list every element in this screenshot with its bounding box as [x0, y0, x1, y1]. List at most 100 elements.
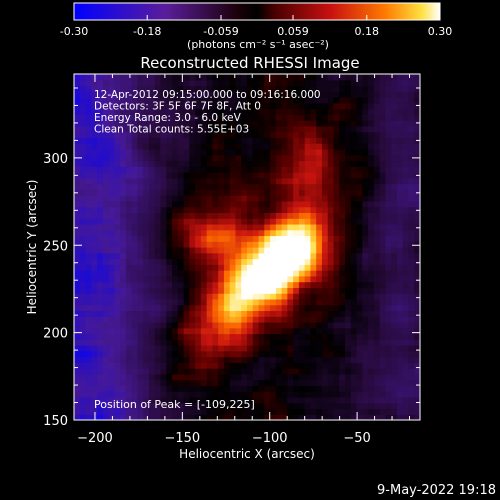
- heatmap-cell: [201, 385, 207, 391]
- heatmap-cell: [374, 397, 380, 403]
- heatmap-cell: [207, 184, 213, 190]
- heatmap-cell: [316, 241, 322, 247]
- heatmap-cell: [264, 334, 270, 340]
- heatmap-cell: [345, 74, 351, 80]
- heatmap-cell: [184, 80, 190, 86]
- heatmap-cell: [155, 264, 161, 270]
- heatmap-cell: [126, 334, 132, 340]
- heatmap-cell: [109, 161, 115, 167]
- heatmap-cell: [339, 299, 345, 305]
- heatmap-cell: [391, 120, 397, 126]
- heatmap-cell: [218, 195, 224, 201]
- heatmap-cell: [114, 380, 120, 386]
- heatmap-cell: [345, 109, 351, 115]
- heatmap-cell: [137, 368, 143, 374]
- heatmap-cell: [166, 391, 172, 397]
- heatmap-cell: [166, 184, 172, 190]
- heatmap-cell: [178, 137, 184, 143]
- heatmap-cell: [276, 403, 282, 409]
- heatmap-cell: [184, 380, 190, 386]
- heatmap-cell: [109, 74, 115, 80]
- heatmap-cell: [247, 235, 253, 241]
- heatmap-cell: [334, 253, 340, 259]
- heatmap-cell: [126, 247, 132, 253]
- heatmap-cell: [351, 270, 357, 276]
- heatmap-cell: [230, 345, 236, 351]
- heatmap-cell: [120, 259, 126, 265]
- heatmap-cell: [357, 132, 363, 138]
- heatmap-cell: [264, 109, 270, 115]
- heatmap-cell: [247, 201, 253, 207]
- heatmap-cell: [351, 345, 357, 351]
- heatmap-cell: [380, 224, 386, 230]
- heatmap-cell: [328, 351, 334, 357]
- heatmap-cell: [345, 212, 351, 218]
- heatmap-cell: [235, 218, 241, 224]
- heatmap-cell: [293, 299, 299, 305]
- heatmap-cell: [408, 178, 414, 184]
- heatmap-cell: [276, 103, 282, 109]
- heatmap-cell: [328, 126, 334, 132]
- heatmap-cell: [155, 172, 161, 178]
- heatmap-cell: [374, 161, 380, 167]
- heatmap-cell: [374, 293, 380, 299]
- heatmap-cell: [397, 178, 403, 184]
- heatmap-cell: [212, 201, 218, 207]
- heatmap-cell: [345, 137, 351, 143]
- plot-area: −200 −150 −100 −50150200250300 12-Apr-2012 …: [43, 74, 420, 446]
- heatmap-cell: [264, 172, 270, 178]
- heatmap-cell: [207, 287, 213, 293]
- heatmap-cell: [155, 149, 161, 155]
- heatmap-cell: [310, 305, 316, 311]
- heatmap-cell: [149, 345, 155, 351]
- heatmap-cell: [380, 161, 386, 167]
- heatmap-cell: [132, 316, 138, 322]
- heatmap-cell: [362, 368, 368, 374]
- heatmap-cell: [368, 334, 374, 340]
- heatmap-cell: [293, 316, 299, 322]
- heatmap-cell: [293, 276, 299, 282]
- heatmap-cell: [74, 334, 80, 340]
- heatmap-cell: [339, 397, 345, 403]
- heatmap-cell: [207, 328, 213, 334]
- heatmap-cell: [212, 380, 218, 386]
- heatmap-cell: [195, 339, 201, 345]
- heatmap-cell: [126, 137, 132, 143]
- heatmap-cell: [287, 282, 293, 288]
- heatmap-cell: [91, 368, 97, 374]
- heatmap-cell: [120, 184, 126, 190]
- heatmap-cell: [235, 380, 241, 386]
- heatmap-cell: [374, 218, 380, 224]
- heatmap-cell: [178, 380, 184, 386]
- heatmap-cell: [351, 126, 357, 132]
- heatmap-cell: [109, 282, 115, 288]
- heatmap-cell: [132, 282, 138, 288]
- heatmap-cell: [86, 299, 92, 305]
- heatmap-cell: [408, 97, 414, 103]
- heatmap-cell: [143, 253, 149, 259]
- heatmap-cell: [166, 270, 172, 276]
- heatmap-cell: [247, 80, 253, 86]
- heatmap-cell: [385, 97, 391, 103]
- heatmap-cell: [328, 380, 334, 386]
- heatmap-cell: [397, 247, 403, 253]
- heatmap-cell: [328, 276, 334, 282]
- heatmap-cell: [235, 287, 241, 293]
- heatmap-cell: [172, 184, 178, 190]
- heatmap-cell: [357, 184, 363, 190]
- heatmap-cell: [114, 253, 120, 259]
- heatmap-cell: [357, 218, 363, 224]
- heatmap-cell: [328, 155, 334, 161]
- heatmap-cell: [91, 137, 97, 143]
- heatmap-cell: [282, 322, 288, 328]
- heatmap-cell: [287, 299, 293, 305]
- heatmap-cell: [362, 143, 368, 149]
- heatmap-cell: [322, 109, 328, 115]
- heatmap-cell: [178, 218, 184, 224]
- heatmap-cell: [357, 276, 363, 282]
- heatmap-cell: [362, 264, 368, 270]
- heatmap-cell: [351, 305, 357, 311]
- heatmap-cell: [408, 385, 414, 391]
- heatmap-cell: [362, 195, 368, 201]
- heatmap-cell: [149, 166, 155, 172]
